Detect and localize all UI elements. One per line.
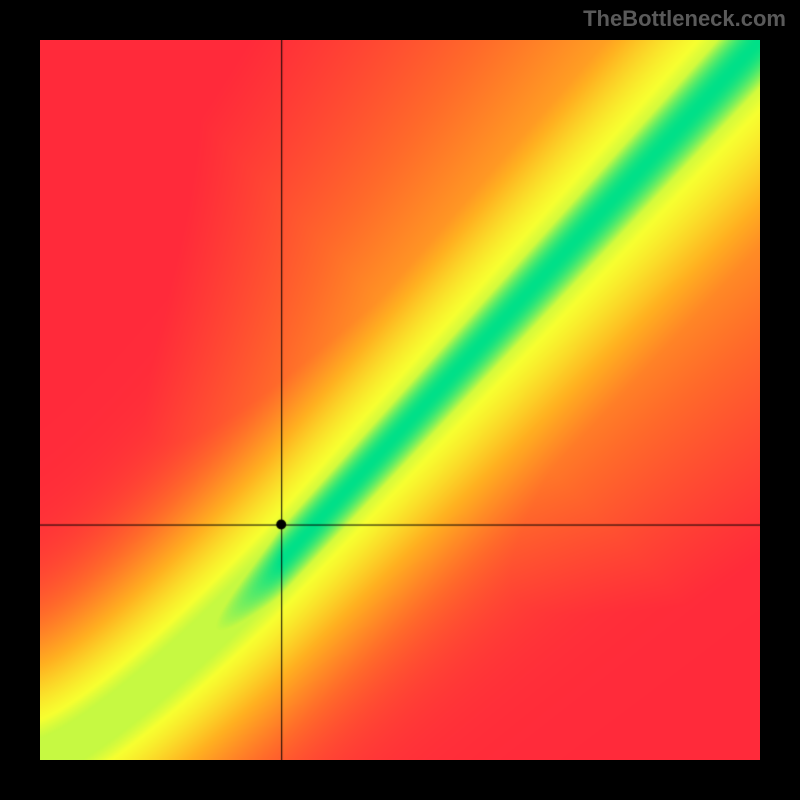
watermark-text: TheBottleneck.com (583, 6, 786, 32)
bottleneck-heatmap (40, 40, 760, 760)
